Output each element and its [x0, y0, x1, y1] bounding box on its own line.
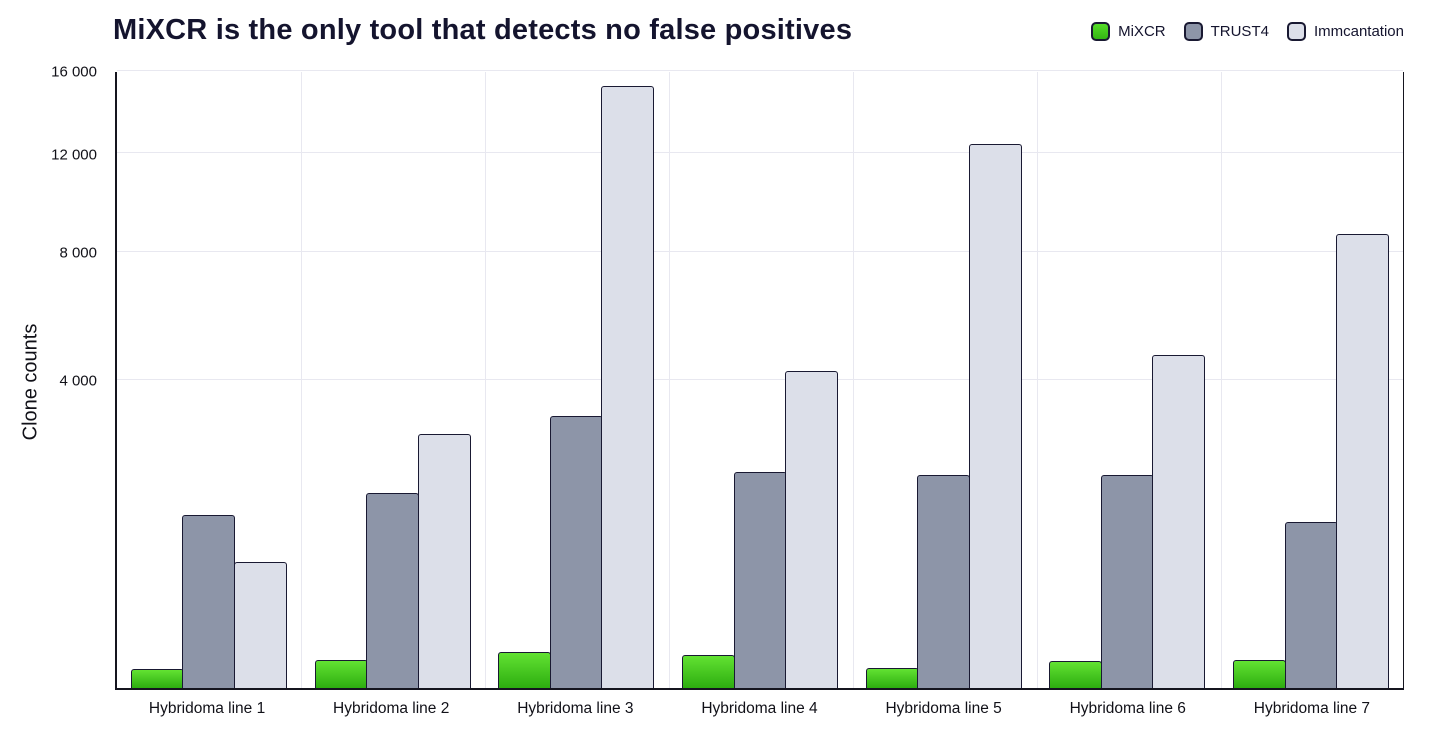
- chart-title: MiXCR is the only tool that detects no f…: [113, 14, 853, 46]
- x-axis-label-hybridoma-line-3: Hybridoma line 3: [517, 700, 634, 717]
- gridline-x-4: [853, 72, 855, 688]
- x-axis-label-hybridoma-line-4: Hybridoma line 4: [701, 700, 818, 717]
- gridline-x-5: [1037, 72, 1039, 688]
- legend-swatch-immcantation: [1286, 22, 1306, 41]
- gridline-y-8000: [117, 250, 1403, 252]
- y-tick-label-8000: 8 000: [59, 244, 97, 262]
- bar-immcantation-hybridoma-line-4: [785, 371, 839, 688]
- bar-immcantation-hybridoma-line-3: [601, 85, 655, 688]
- legend-item-trust4: TRUST4: [1183, 22, 1269, 41]
- legend-swatch-mixcr: [1091, 22, 1111, 41]
- gridline-x-2: [484, 72, 486, 688]
- bar-mixcr-hybridoma-line-3: [498, 651, 552, 688]
- legend-label: Immcantation: [1313, 23, 1404, 40]
- bar-immcantation-hybridoma-line-5: [968, 143, 1022, 688]
- y-tick-label-12000: 12 000: [51, 146, 97, 164]
- bar-mixcr-hybridoma-line-6: [1049, 661, 1103, 688]
- bar-immcantation-hybridoma-line-2: [417, 434, 471, 688]
- bar-immcantation-hybridoma-line-1: [233, 561, 287, 688]
- bar-trust4-hybridoma-line-6: [1100, 475, 1154, 688]
- bar-group-hybridoma-line-3: [484, 72, 668, 688]
- x-axis-label-hybridoma-line-5: Hybridoma line 5: [885, 700, 1002, 717]
- legend-item-mixcr: MiXCR: [1091, 22, 1166, 41]
- bar-group-hybridoma-line-2: [301, 72, 485, 688]
- legend-label: TRUST4: [1210, 23, 1269, 40]
- bar-group-hybridoma-line-4: [668, 72, 852, 688]
- y-tick-label-4000: 4 000: [59, 372, 97, 390]
- bar-mixcr-hybridoma-line-7: [1233, 659, 1287, 688]
- x-axis-labels: Hybridoma line 1 Hybridoma line 2 Hybridom…: [115, 700, 1404, 718]
- bar-trust4-hybridoma-line-7: [1284, 522, 1338, 688]
- x-axis-label-hybridoma-line-7: Hybridoma line 7: [1253, 700, 1371, 717]
- bar-trust4-hybridoma-line-5: [917, 475, 971, 688]
- y-tick-label-16000: 16 000: [51, 63, 97, 81]
- legend-swatch-trust4: [1183, 22, 1203, 41]
- bar-mixcr-hybridoma-line-4: [682, 655, 736, 688]
- bar-trust4-hybridoma-line-2: [366, 492, 420, 688]
- x-axis-label-hybridoma-line-6: Hybridoma line 6: [1069, 700, 1186, 717]
- legend-label: MiXCR: [1118, 23, 1166, 40]
- bar-trust4-hybridoma-line-3: [549, 416, 603, 688]
- gridline-y-16000: [117, 69, 1403, 71]
- gridline-x-6: [1221, 72, 1223, 688]
- gridline-x-1: [300, 72, 302, 688]
- bar-trust4-hybridoma-line-1: [182, 515, 236, 688]
- bar-immcantation-hybridoma-line-7: [1336, 233, 1390, 688]
- bar-trust4-hybridoma-line-4: [733, 472, 787, 688]
- bar-immcantation-hybridoma-line-6: [1152, 354, 1206, 688]
- plot-area: [115, 69, 1404, 690]
- gridline-y-4000: [117, 378, 1403, 380]
- gridline-x-3: [668, 72, 670, 688]
- bar-group-hybridoma-line-6: [1036, 72, 1220, 688]
- bar-mixcr-hybridoma-line-1: [130, 669, 184, 688]
- x-axis-label-hybridoma-line-2: Hybridoma line 2: [333, 700, 450, 717]
- bar-group-hybridoma-line-7: [1219, 72, 1403, 688]
- bar-groups: [117, 72, 1403, 688]
- bar-group-hybridoma-line-5: [852, 72, 1036, 688]
- bar-mixcr-hybridoma-line-2: [314, 659, 368, 688]
- legend-item-immcantation: Immcantation: [1286, 22, 1404, 41]
- gridline-y-12000: [117, 152, 1403, 154]
- bar-group-hybridoma-line-1: [117, 72, 301, 688]
- bar-mixcr-hybridoma-line-5: [865, 667, 919, 688]
- legend: MiXCR TRUST4 Immcantation: [1091, 22, 1404, 41]
- x-axis-label-hybridoma-line-1: Hybridoma line 1: [148, 700, 266, 717]
- y-axis-tick-labels: 4 000 8 000 12 000 16 000: [0, 0, 105, 750]
